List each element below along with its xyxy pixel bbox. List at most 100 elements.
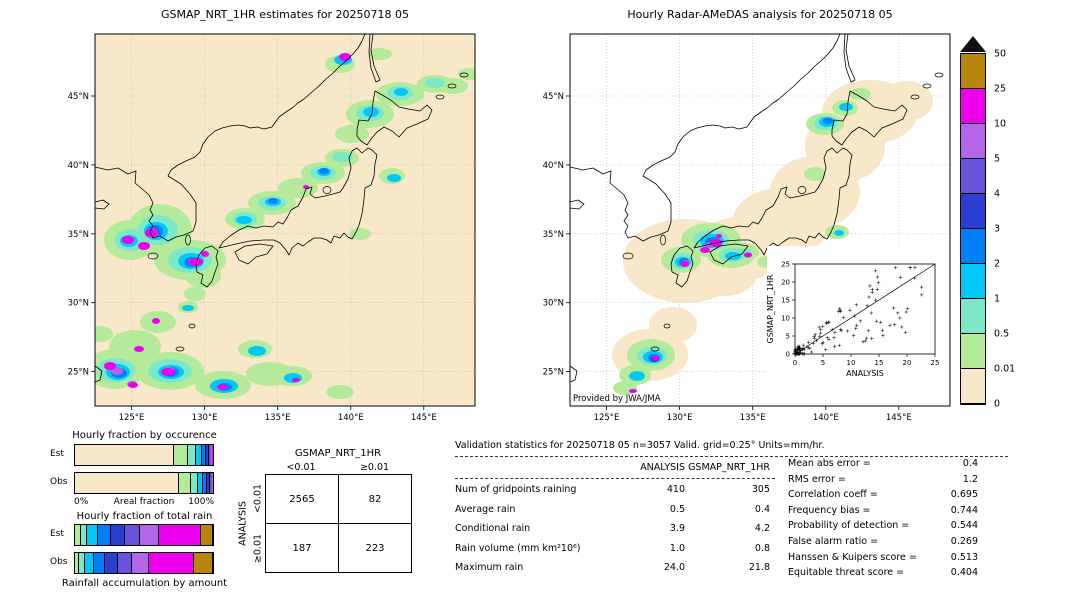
stats-row: Num of gridpoints raining 410 305 <box>455 484 770 504</box>
rain-blob <box>823 118 833 124</box>
stats-metric-text: 0.695 <box>950 489 978 501</box>
colorbar-band <box>961 299 985 334</box>
inset-y-tick-label: 25 <box>781 261 790 269</box>
inset-x-tick-label: 0 <box>793 359 797 367</box>
rain-blob <box>109 330 161 362</box>
inset-y-tick-label: 20 <box>781 279 790 287</box>
bar-segment <box>75 473 179 493</box>
stats-metric-text: Correlation coeff = <box>788 489 878 501</box>
stats-cell: 0.4 <box>754 503 770 515</box>
rain-blob <box>111 367 123 375</box>
inset-y-axis-label: GSMAP_NRT_1HR <box>766 274 775 343</box>
colorbar-tick-label: 0.01 <box>994 363 1016 375</box>
right-map-panel: Hourly Radar-AMeDAS analysis for 2025071… <box>515 6 965 436</box>
island-coastline <box>185 234 191 246</box>
rain-blob <box>725 252 741 260</box>
colorbar-band <box>961 369 985 404</box>
y-tick-label: 25°N <box>543 368 564 378</box>
coastline <box>218 147 378 256</box>
island-coastline <box>459 72 469 78</box>
rain-blob <box>236 216 252 224</box>
colorbar-band <box>961 159 985 194</box>
coastline <box>693 147 853 256</box>
bar-segment <box>98 525 111 545</box>
rain-blob <box>629 371 645 381</box>
rain-blob <box>189 258 203 266</box>
contingency-cell-00: 2565 <box>265 474 339 524</box>
stats-rows: Num of gridpoints raining 410 305 Average r… <box>455 484 770 582</box>
colorbar-band <box>961 334 985 369</box>
rain-blob <box>95 326 113 342</box>
rain-blob <box>161 368 175 376</box>
y-tick-label: 25°N <box>68 368 89 378</box>
island-coastline <box>188 323 196 329</box>
rain-blob <box>248 346 266 356</box>
right-map: 0 5 10 15 20 25 0 5 10 15 20 25 ANALYSIS GSMAP_NRT_1H… <box>543 33 951 423</box>
rain-blob <box>652 355 660 361</box>
x-tick-label: 135°E <box>740 413 766 423</box>
coastline <box>234 243 274 265</box>
colorbar-overflow-triangle <box>960 36 986 52</box>
colorbar-tick-label: 5 <box>994 153 1001 165</box>
occurrence-title: Hourly fraction by occurence <box>72 430 217 441</box>
bar-segment <box>84 553 95 573</box>
colorbar-tick-label: 25 <box>994 83 1007 95</box>
rain-blob <box>145 229 157 237</box>
x-tick-label: 145°E <box>886 413 912 423</box>
colorbar-band <box>961 229 985 264</box>
coastline <box>843 34 856 83</box>
stats-metric-text: 0.744 <box>950 504 978 516</box>
stats-col-analysis: ANALYSIS <box>640 462 685 473</box>
stats-metric-text: Mean abs error = <box>788 458 871 469</box>
bar-segment <box>80 525 88 545</box>
rain-blob <box>849 88 871 100</box>
rain-blob <box>128 382 138 388</box>
stats-divider-top <box>455 456 1008 457</box>
y-tick-label: 45°N <box>543 92 564 102</box>
island-coastline <box>910 94 920 100</box>
rain-blob <box>122 236 134 244</box>
stats-cell: 21.8 <box>748 562 770 573</box>
rain-blob <box>152 318 160 324</box>
rain-blob <box>319 168 329 174</box>
x-tick-label: 125°E <box>594 413 620 423</box>
rain-blob <box>134 346 144 352</box>
contingency-cell-11: 223 <box>338 523 412 573</box>
inset-scatter-points <box>793 265 924 356</box>
y-tick-label: 30°N <box>68 299 89 309</box>
bar-segment <box>131 553 150 573</box>
bar-segment <box>159 525 201 545</box>
island-coastline <box>934 72 944 78</box>
rain-blob <box>744 252 752 258</box>
rain-blob <box>458 68 475 80</box>
stats-metric: RMS error = 1.2 <box>788 474 978 490</box>
stats-cell: Num of gridpoints raining <box>455 484 577 495</box>
bar-segment <box>193 553 213 573</box>
contingency-row-label-0: <0.01 <box>252 483 264 514</box>
bar-segment <box>110 525 125 545</box>
coastline <box>831 90 908 146</box>
island-coastline <box>175 346 185 352</box>
y-tick-label: 40°N <box>68 161 89 171</box>
rain-blob <box>104 362 116 370</box>
stats-cell: Average rain <box>455 503 516 515</box>
rain-blob <box>182 305 194 311</box>
occurrence-bar-est <box>74 444 214 466</box>
stats-metric: Frequency bias = 0.744 <box>788 505 978 521</box>
rain-blob <box>368 48 392 60</box>
coastline <box>570 199 585 210</box>
contingency-col-label-0: <0.01 <box>286 462 316 473</box>
bar-segment <box>203 473 208 493</box>
rain-blob <box>332 152 352 162</box>
left-map-panel: GSMAP_NRT_1HR estimates for 20250718 05 … <box>40 6 490 436</box>
stats-row: Rain volume (mm km²10⁶) 1.0 0.8 <box>455 543 770 563</box>
coastline <box>368 34 381 83</box>
stats-cell: Maximum rain <box>455 562 524 573</box>
total-rain-bar-est <box>74 524 214 546</box>
rain-blob <box>804 167 826 181</box>
colorbar-band <box>961 89 985 124</box>
bar-segment <box>75 553 80 573</box>
stats-metric-text: RMS error = <box>788 473 846 485</box>
island-coastline <box>663 323 671 329</box>
colorbar-tick-label: 10 <box>994 118 1007 130</box>
